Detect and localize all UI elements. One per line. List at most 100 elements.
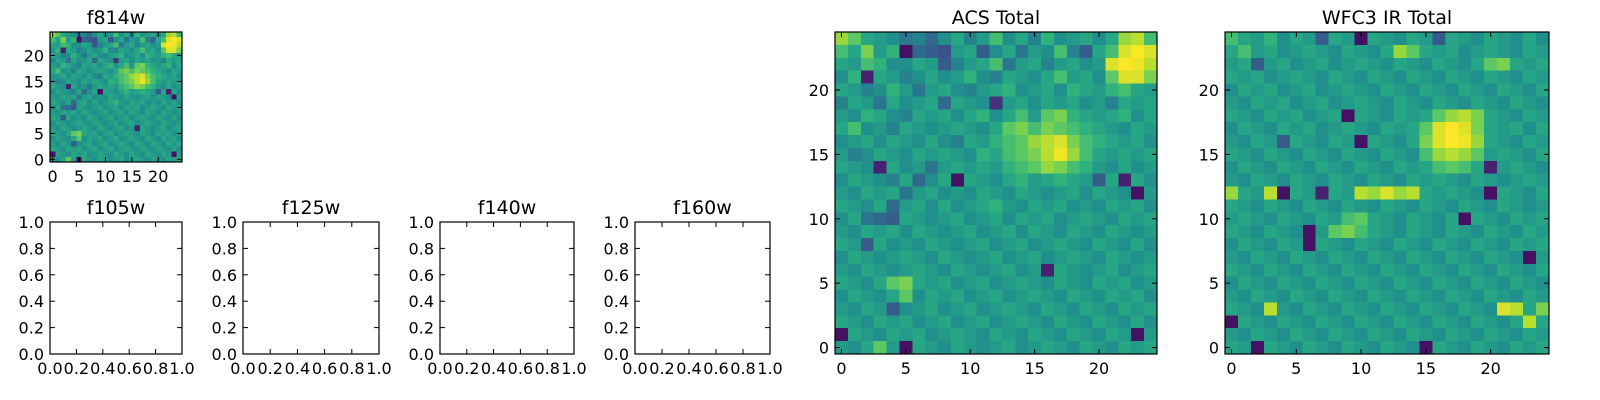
heatmap-cell [1471, 238, 1485, 252]
heatmap-cell [912, 96, 926, 110]
heatmap-cell [1354, 238, 1368, 252]
heatmap-cell [1225, 199, 1239, 213]
heatmap-cell [1536, 199, 1550, 213]
heatmap-cell [102, 47, 109, 54]
heatmap-cell [1118, 199, 1132, 213]
heatmap-cell [1225, 135, 1239, 149]
heatmap-cell [1393, 302, 1407, 316]
heatmap-cell [166, 120, 172, 126]
heatmap-cell [1393, 135, 1407, 149]
heatmap-cell [1354, 135, 1368, 149]
heatmap-cell [899, 44, 913, 59]
heatmap-cell [1497, 250, 1511, 265]
heatmap-cell [860, 341, 875, 355]
heatmap-cell [1131, 341, 1145, 355]
heatmap-cell [166, 99, 172, 106]
heatmap-cell [912, 263, 926, 278]
heatmap-cell [81, 68, 88, 74]
heatmap-cell [145, 68, 151, 74]
heatmap-cell [92, 73, 98, 80]
heatmap-cell [1118, 109, 1132, 123]
heatmap-cell [1458, 135, 1472, 149]
heatmap-cell [1041, 289, 1055, 303]
heatmap-cell [1092, 212, 1106, 226]
heatmap-cell [1066, 44, 1081, 59]
heatmap-cell [92, 47, 98, 54]
heatmap-cell [912, 276, 926, 290]
heatmap-cell [118, 58, 125, 64]
x-tick-label: 0.4 [481, 359, 506, 378]
heatmap-cell [1315, 315, 1330, 329]
heatmap-cell [1250, 173, 1265, 187]
heatmap-cell [145, 63, 151, 69]
heatmap-cell [160, 58, 167, 64]
heatmap-cell [1328, 225, 1343, 239]
heatmap-cell [1393, 109, 1407, 123]
heatmap-cell [1118, 302, 1132, 316]
heatmap-cell [160, 78, 167, 85]
heatmap-cell [1536, 289, 1550, 303]
heatmap-cell [145, 42, 151, 48]
heatmap-cell [176, 37, 183, 43]
heatmap-cell [65, 52, 72, 59]
heatmap-cell [171, 136, 178, 142]
heatmap-cell [134, 84, 141, 90]
heatmap-cell [1015, 250, 1029, 265]
heatmap-cell [1028, 250, 1042, 265]
heatmap-cell [160, 104, 167, 111]
heatmap-cell [1315, 96, 1330, 110]
heatmap-cell [1225, 212, 1239, 226]
heatmap-cell [108, 130, 114, 137]
heatmap-cell [976, 250, 990, 265]
heatmap-cell [925, 57, 939, 72]
heatmap-cell [1237, 135, 1252, 149]
heatmap-cell [1289, 44, 1304, 59]
heatmap-cell [81, 84, 88, 90]
y-tick-label: 0.4 [604, 292, 629, 311]
heatmap-cell [1445, 289, 1459, 303]
heatmap-cell [873, 135, 887, 149]
heatmap-cell [108, 89, 114, 95]
heatmap-cell [1497, 289, 1511, 303]
heatmap-cell [155, 125, 162, 132]
heatmap-cell [1028, 199, 1042, 213]
heatmap-cell [123, 110, 130, 116]
heatmap-cell [129, 130, 135, 137]
heatmap-cell [1510, 302, 1524, 316]
heatmap-cell [81, 130, 88, 137]
heatmap-cell [1419, 186, 1433, 200]
heatmap-cell [145, 89, 151, 95]
heatmap-cell [150, 146, 156, 152]
heatmap-cell [899, 276, 913, 290]
heatmap-cell [847, 238, 862, 252]
heatmap-cell [1484, 238, 1498, 252]
heatmap-cell [1523, 315, 1537, 329]
heatmap-cell [989, 225, 1003, 239]
heatmap-cell [1380, 315, 1394, 329]
heatmap-cell [1445, 122, 1459, 136]
heatmap-cell [1092, 44, 1106, 59]
heatmap-cell [989, 302, 1003, 316]
heatmap-cell [1510, 57, 1524, 72]
heatmap-cell [160, 32, 167, 38]
heatmap-cell [1237, 109, 1252, 123]
heatmap-cell [899, 147, 913, 162]
heatmap-cell [1079, 96, 1093, 110]
heatmap-cell [1432, 173, 1446, 187]
heatmap-cell [912, 212, 926, 226]
heatmap-cell [55, 47, 61, 54]
heatmap-cell [1354, 289, 1368, 303]
heatmap-cell [1015, 199, 1029, 213]
heatmap-cell [873, 289, 887, 303]
heatmap-cell [1237, 83, 1252, 97]
heatmap-cell [139, 125, 146, 132]
axes-frame [439, 221, 575, 355]
heatmap-cell [899, 173, 913, 187]
heatmap-cell [950, 276, 965, 290]
heatmap-cell [1302, 341, 1317, 355]
heatmap-cell [989, 135, 1003, 149]
heatmap-cell [1406, 83, 1420, 97]
heatmap-cell [976, 199, 990, 213]
heatmap-cell [989, 70, 1003, 84]
heatmap-cell [1144, 147, 1158, 162]
